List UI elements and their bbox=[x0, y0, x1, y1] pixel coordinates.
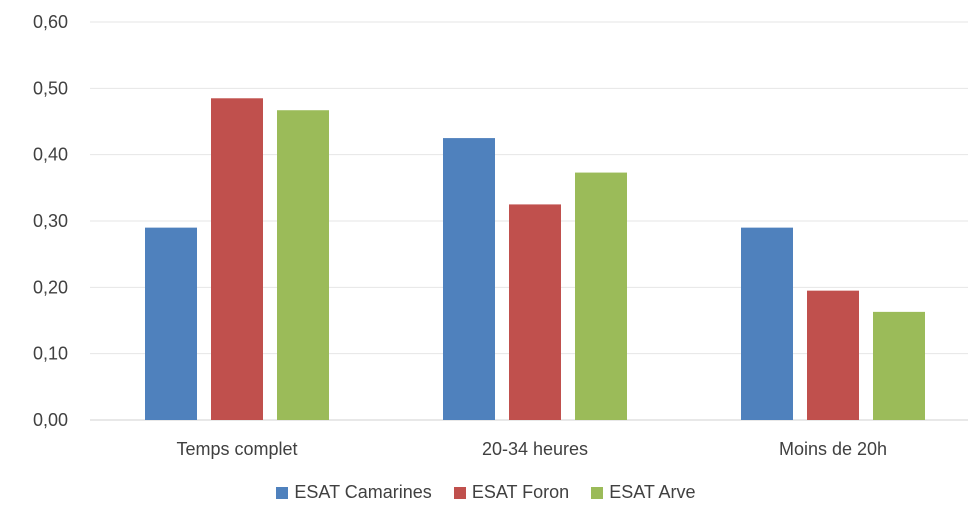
legend-swatch-esat-arve bbox=[591, 486, 604, 499]
legend-item-esat-foron: ESAT Foron bbox=[453, 482, 570, 503]
bar-esat-foron-2 bbox=[509, 204, 561, 420]
bar-esat-arve-1 bbox=[277, 110, 329, 421]
legend-label-esat-camarines: ESAT Camarines bbox=[294, 482, 432, 502]
y-tick-label: 0,30 bbox=[33, 211, 68, 231]
legend-swatch-esat-foron bbox=[453, 486, 466, 499]
legend: ESAT Camarines ESAT Foron ESAT Arve bbox=[0, 482, 972, 503]
legend-item-esat-camarines: ESAT Camarines bbox=[276, 482, 432, 503]
y-tick-label: 0,10 bbox=[33, 344, 68, 364]
y-tick-label: 0,00 bbox=[33, 410, 68, 430]
bar-esat-arve-2 bbox=[575, 172, 627, 420]
bar-esat-foron-3 bbox=[807, 290, 859, 420]
x-tick-label: Temps complet bbox=[176, 439, 297, 459]
y-tick-label: 0,60 bbox=[33, 12, 68, 32]
y-tick-label: 0,20 bbox=[33, 277, 68, 297]
legend-label-esat-arve: ESAT Arve bbox=[609, 482, 696, 502]
bar-esat-arve-3 bbox=[873, 311, 925, 420]
bar-esat-camarines-1 bbox=[145, 227, 197, 420]
y-tick-label: 0,40 bbox=[33, 145, 68, 165]
bar-esat-foron-1 bbox=[211, 98, 263, 421]
x-tick-label: 20-34 heures bbox=[482, 439, 588, 459]
legend-label-esat-foron: ESAT Foron bbox=[471, 482, 570, 502]
legend-item-esat-arve: ESAT Arve bbox=[591, 482, 696, 503]
legend-swatch-esat-camarines bbox=[276, 486, 289, 499]
bar-esat-camarines-3 bbox=[741, 227, 793, 420]
x-tick-label: Moins de 20h bbox=[779, 439, 887, 459]
y-tick-label: 0,50 bbox=[33, 78, 68, 98]
bar-esat-camarines-2 bbox=[443, 138, 495, 421]
